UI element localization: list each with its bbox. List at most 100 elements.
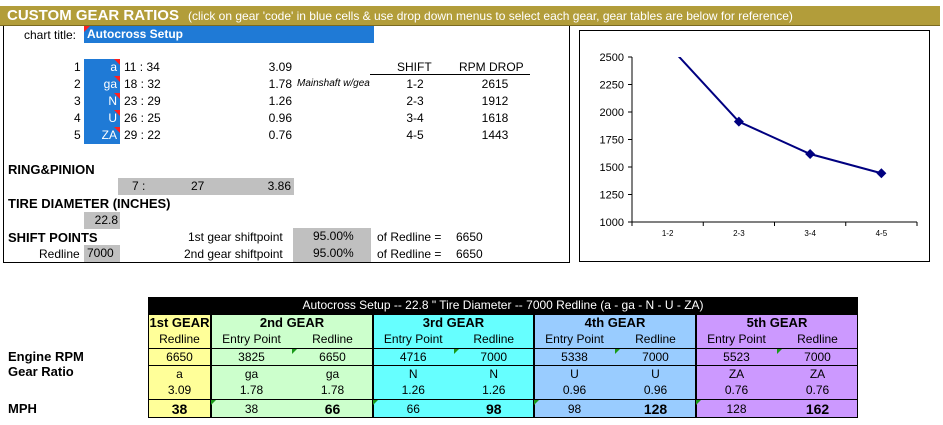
ring-pinion-row: 7 : 27 3.86 xyxy=(118,178,294,195)
gear-column xyxy=(373,314,534,418)
chart-title-input[interactable]: Autocross Setup xyxy=(84,26,374,43)
rpm-drop-value: 1912 xyxy=(481,94,509,108)
chart-title-label: chart title: xyxy=(24,28,77,42)
tire-diameter-input[interactable]: 22.8 xyxy=(84,212,120,229)
data-point-marker xyxy=(733,116,744,127)
comment-marker-icon xyxy=(453,349,459,354)
gear-code-cell: N xyxy=(453,365,534,382)
gear-ratio-cell: 1.26 xyxy=(401,383,425,397)
comment-marker-icon xyxy=(114,93,120,99)
gear-column-header: 2nd GEAR xyxy=(259,315,325,330)
rpm-drop-value: 1618 xyxy=(481,111,509,125)
gear-code-cell: U xyxy=(615,365,696,382)
gear-column-subheader: Redline xyxy=(312,332,353,346)
engine-rpm-cell: 4716 xyxy=(373,348,454,365)
row-label-mph: MPH xyxy=(8,401,37,416)
ring-pinion-ratio: 3.86 xyxy=(267,179,291,193)
gear-code-dropdown[interactable]: a xyxy=(84,59,120,76)
gear-column-subheader: Redline xyxy=(159,332,200,346)
mph-cell: 128 xyxy=(696,399,777,418)
gear-teeth-ratio: 29 : 22 xyxy=(124,128,161,142)
comment-marker-icon xyxy=(696,400,701,405)
engine-rpm-cell: 6650 xyxy=(292,348,373,365)
gear-code-dropdown[interactable]: U xyxy=(84,110,120,127)
comment-marker-icon xyxy=(373,400,378,405)
gear-number: 4 xyxy=(74,111,81,125)
engine-rpm-cell: 6650 xyxy=(148,348,211,365)
comment-marker-icon xyxy=(615,349,620,354)
gear-ratio-value: 1.26 xyxy=(268,94,292,108)
gear-number: 1 xyxy=(74,60,81,74)
comment-marker-icon xyxy=(114,110,120,116)
gear-column-subheader: Redline xyxy=(473,332,515,346)
shift-label: 3-4 xyxy=(406,111,424,125)
shiftpoint-1-rpm: 6650 xyxy=(456,230,483,244)
y-tick-label: 1500 xyxy=(600,162,624,174)
y-tick-label: 2250 xyxy=(600,80,624,92)
gear-code-cell: ZA xyxy=(696,365,777,382)
gear-ratio-value: 0.76 xyxy=(268,128,292,142)
gear-number: 2 xyxy=(74,77,81,91)
gear-column xyxy=(211,314,373,418)
comment-marker-icon xyxy=(211,400,216,405)
gear-ratio-value: 3.09 xyxy=(268,60,292,74)
gear-column-subheader: Entry Point xyxy=(222,332,281,346)
gear-teeth-ratio: 11 : 34 xyxy=(124,60,160,74)
gear-teeth-ratio: 23 : 29 xyxy=(124,94,161,108)
redline-input[interactable]: 7000 xyxy=(84,245,120,262)
gear-column-subheader: Entry Point xyxy=(545,332,604,346)
page-title: CUSTOM GEAR RATIOS xyxy=(7,7,179,24)
gear-column-header: 3rd GEAR xyxy=(422,315,485,330)
y-tick-label: 1750 xyxy=(600,135,624,147)
ring-pinion-b[interactable]: 27 xyxy=(191,179,205,193)
shiftpoint-2-pct[interactable]: 95.00% xyxy=(293,245,371,262)
x-tick-label: 1-2 xyxy=(662,229,674,238)
gear-code-dropdown[interactable]: N xyxy=(84,93,120,110)
ring-pinion-label: RING&PINION xyxy=(8,162,95,177)
gear-code-dropdown[interactable]: ga xyxy=(84,76,120,93)
gear-column xyxy=(534,314,696,418)
gear-ratio-cell: 0.76 xyxy=(724,383,749,397)
gear-number: 5 xyxy=(74,128,81,142)
tire-diameter-label: TIRE DIAMETER (INCHES) xyxy=(8,196,171,211)
shiftpoint-1-label: 1st gear shiftpoint xyxy=(188,230,283,244)
shift-label: 2-3 xyxy=(406,94,424,108)
gear-code-cell: N xyxy=(373,365,454,382)
gear-column-header: 1st GEAR xyxy=(149,315,210,330)
gear-ratio-value: 0.96 xyxy=(268,111,292,125)
gear-code-cell: ga xyxy=(211,365,292,382)
x-tick-label: 4-5 xyxy=(876,229,888,238)
rpm-drop-value: 1443 xyxy=(481,128,509,142)
row-label-engine-rpm: Engine RPM xyxy=(8,349,84,364)
engine-rpm-cell: 5338 xyxy=(534,348,615,365)
mph-cell: 66 xyxy=(292,399,373,418)
shiftpoint-1-pct[interactable]: 95.00% xyxy=(293,228,371,245)
ring-pinion-a[interactable]: 7 : xyxy=(132,179,146,193)
shiftpoint-2-of-label: of Redline = xyxy=(377,247,442,261)
gear-code-cell: a xyxy=(148,365,211,382)
engine-rpm-cell: 7000 xyxy=(453,348,534,365)
title-bar: CUSTOM GEAR RATIOS (click on gear 'code'… xyxy=(0,6,940,26)
gear-column-subheader: Entry Point xyxy=(383,332,443,346)
instructions-text: (click on gear 'code' in blue cells & us… xyxy=(188,9,793,23)
comment-marker-icon xyxy=(114,76,120,82)
y-tick-label: 1250 xyxy=(600,190,624,202)
data-point-marker xyxy=(805,149,816,160)
gear-ratio-cell: 1.78 xyxy=(239,383,264,397)
x-tick-label: 3-4 xyxy=(804,229,816,238)
rpm-drop-header: RPM DROP xyxy=(459,60,524,74)
shiftpoint-2-rpm: 6650 xyxy=(456,247,483,261)
mph-cell: 162 xyxy=(777,399,858,418)
shift-points-label: SHIFT POINTS xyxy=(8,230,98,245)
gear-column-header: 5th GEAR xyxy=(746,315,808,330)
rpm-drop-chart: 1000 1250 1500 1750 2000 2250 2500 1-2 2-3 3-4 4-5 xyxy=(579,30,930,262)
engine-rpm-cell: 3825 xyxy=(211,348,292,365)
row-label-gear-ratio: Gear Ratio xyxy=(8,364,74,379)
series-line xyxy=(677,57,882,175)
comment-marker-icon xyxy=(534,400,539,405)
gear-column xyxy=(148,314,211,418)
gear-code-dropdown[interactable]: ZA xyxy=(84,127,120,144)
shift-label: 4-5 xyxy=(406,128,424,142)
mph-cell: 66 xyxy=(373,399,454,418)
x-tick-label: 2-3 xyxy=(733,229,745,238)
